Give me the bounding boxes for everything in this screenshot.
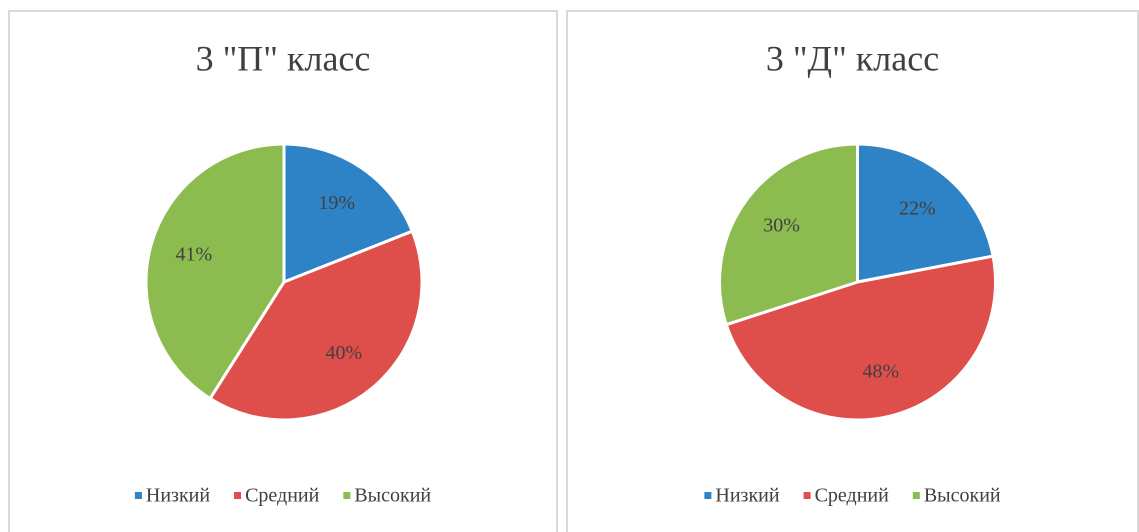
legend-marker (912, 492, 920, 499)
legend-marker (134, 492, 142, 499)
legend-marker (803, 492, 811, 499)
legend: Низкий Средний Высокий (704, 485, 1001, 507)
pie-slice (282, 142, 415, 285)
data-label: 22% (899, 197, 936, 219)
pie-slice (718, 142, 859, 327)
data-label: 41% (176, 243, 213, 265)
data-label: 40% (325, 342, 362, 364)
legend-label: Средний (815, 485, 890, 507)
pie-slice (856, 142, 995, 284)
chart-panel: 3 "П" класс 19% 40% 41% Низкий Средний Высокий (8, 10, 558, 532)
legend-label: Низкий (715, 485, 779, 507)
legend-label: Высокий (924, 485, 1001, 507)
legend-label: Средний (245, 485, 320, 507)
pie-slice (144, 142, 286, 401)
legend-label: Высокий (354, 485, 431, 507)
chart-panel: 3 "Д" класс 22% 48% 30% Низкий Средний Высокий (566, 10, 1139, 532)
pie-slice (724, 254, 997, 422)
panel-border (8, 10, 558, 532)
data-label: 19% (318, 192, 355, 214)
panel-border (566, 10, 1139, 532)
legend-marker (234, 492, 242, 499)
legend-label: Низкий (146, 485, 210, 507)
chart-title: 3 "П" класс (196, 38, 371, 78)
legend-marker (704, 492, 712, 499)
data-label: 30% (763, 214, 800, 236)
data-label: 48% (863, 360, 900, 382)
legend: Низкий Средний Высокий (134, 485, 431, 507)
legend-marker (343, 492, 351, 499)
chart-title: 3 "Д" класс (766, 38, 939, 78)
pie-slice (207, 229, 424, 422)
